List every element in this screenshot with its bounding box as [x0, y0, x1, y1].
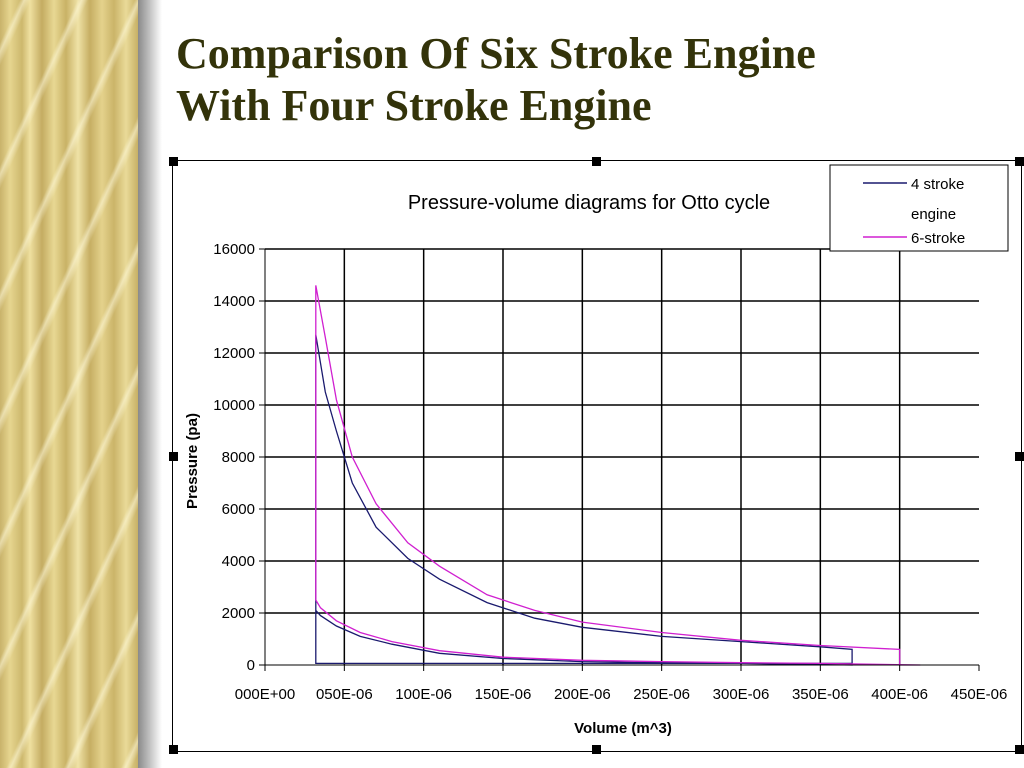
y-axis-label: Pressure (pa)	[184, 413, 201, 509]
resize-handle-bottom-left[interactable]	[169, 745, 178, 754]
x-axis-label: Volume (m^3)	[574, 720, 672, 737]
x-tick-label: 200E-06	[554, 686, 611, 703]
y-tick-label: 2000	[222, 605, 255, 622]
resize-handle-bottom-middle[interactable]	[592, 745, 601, 754]
x-tick-label: 150E-06	[475, 686, 532, 703]
y-tick-label: 14000	[213, 293, 255, 310]
chart-title: Pressure-volume diagrams for Otto cycle	[408, 192, 770, 214]
resize-handle-top-right[interactable]	[1015, 157, 1024, 166]
legend-box	[829, 164, 1009, 252]
x-tick-label: 300E-06	[713, 686, 770, 703]
slide-title-line2: With Four Stroke Engine	[176, 81, 652, 130]
y-tick-label: 0	[247, 657, 255, 674]
resize-handle-bottom-right[interactable]	[1015, 745, 1024, 754]
y-tick-label: 16000	[213, 241, 255, 258]
resize-handle-middle-left[interactable]	[169, 452, 178, 461]
legend: 4 stroke engine 6-stroke	[829, 164, 1009, 252]
x-tick-label: 350E-06	[792, 686, 849, 703]
series-line-6-stroke	[315, 285, 921, 666]
y-tick-label: 6000	[222, 501, 255, 518]
x-tick-label: 400E-06	[871, 686, 928, 703]
column-shadow	[138, 0, 162, 768]
decorative-column	[0, 0, 138, 768]
series-line-4-stroke	[315, 334, 853, 666]
y-tick-label: 8000	[222, 449, 255, 466]
legend-label-6-stroke: 6-stroke	[911, 230, 965, 247]
resize-handle-middle-right[interactable]	[1015, 452, 1024, 461]
pv-chart: 0 2000 4000 6000 8000 10000 12000 14000 16000 000…	[184, 164, 1009, 737]
slide-title: Comparison Of Six Stroke Engine With Fou…	[176, 28, 816, 132]
chart-area[interactable]: 0 2000 4000 6000 8000 10000 12000 14000 16000 000…	[169, 157, 1024, 754]
slide-title-line1: Comparison Of Six Stroke Engine	[176, 29, 816, 78]
y-tick-label: 12000	[213, 345, 255, 362]
x-tick-label: 050E-06	[316, 686, 373, 703]
resize-handle-top-left[interactable]	[169, 157, 178, 166]
x-tick-label: 250E-06	[633, 686, 690, 703]
y-tick-label: 4000	[222, 553, 255, 570]
x-tick-label: 000E+00	[235, 686, 295, 703]
legend-label-4-stroke-line1: 4 stroke	[911, 176, 964, 193]
y-tick-label: 10000	[213, 397, 255, 414]
resize-handle-top-middle[interactable]	[592, 157, 601, 166]
legend-label-4-stroke-line2: engine	[911, 206, 956, 223]
x-tick-label: 450E-06	[951, 686, 1008, 703]
x-tick-label: 100E-06	[395, 686, 452, 703]
